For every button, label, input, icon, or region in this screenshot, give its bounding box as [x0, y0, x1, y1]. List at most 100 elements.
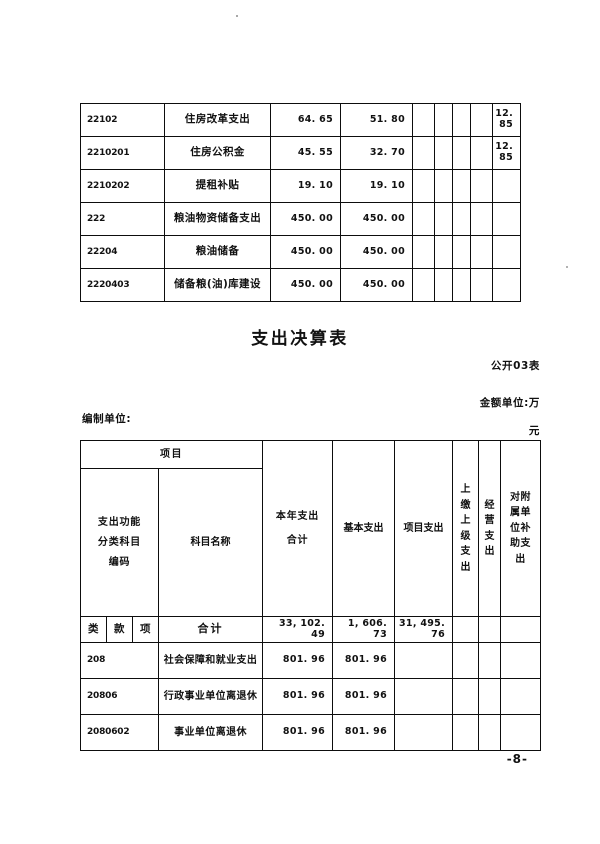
- cell-col5: [434, 103, 453, 137]
- header-remit-char-5: 支: [460, 546, 471, 557]
- cell-remit-upper: [452, 642, 479, 679]
- table-row: 2220403 储备粮(油)库建设 450. 00 450. 00: [80, 268, 521, 302]
- table-row: 222 粮油物资储备支出 450. 00 450. 00: [80, 202, 521, 236]
- cell-total-operating: [478, 616, 501, 643]
- header-subject-name: 科目名称: [158, 468, 263, 617]
- header-remit-char-6: 出: [460, 561, 471, 573]
- cell-basic: 450. 00: [340, 235, 413, 269]
- page-title: 支出决算表: [251, 329, 349, 349]
- cell-code: 2210201: [80, 136, 165, 170]
- cell-operating: [478, 678, 501, 715]
- header-current-year-total: 本年支出 合计: [262, 440, 333, 617]
- cell-last: [492, 169, 521, 203]
- cell-remit-upper: [452, 678, 479, 715]
- cell-code: 22204: [80, 235, 165, 269]
- cell-basic: 801. 96: [332, 714, 395, 751]
- cell-basic: 32. 70: [340, 136, 413, 170]
- cell-code: 2220403: [80, 268, 165, 302]
- header-basic-expenditure: 基本支出: [332, 440, 395, 617]
- compiler-unit-label: 编制单位:: [82, 413, 132, 425]
- header-remit-char-3: 上: [460, 515, 471, 526]
- cell-project: [412, 235, 435, 269]
- cell-code: 208: [80, 642, 159, 679]
- cell-code: 2080602: [80, 714, 159, 751]
- cell-operating: [478, 714, 501, 751]
- header-remit-char-4: 级: [460, 530, 471, 542]
- cell-project: [412, 169, 435, 203]
- cell-project: [412, 202, 435, 236]
- cell-basic: 801. 96: [332, 678, 395, 715]
- header-expenditure-function-code: 支出功能 分类科目 编码: [80, 468, 159, 617]
- scan-artifact-speck: [566, 266, 568, 268]
- cell-basic: 801. 96: [332, 642, 395, 679]
- cell-operating: [478, 642, 501, 679]
- header-group-project: 项目: [80, 440, 263, 469]
- cell-col6: [452, 103, 471, 137]
- page-number: -8-: [506, 752, 528, 766]
- table-row: 22102 住房改革支出 64. 65 51. 80 12. 85: [80, 103, 521, 137]
- cell-basic: 450. 00: [340, 268, 413, 302]
- cell-col7: [470, 202, 493, 236]
- cell-current-year-total: 64. 65: [270, 103, 341, 137]
- header-subsidy-line-5: 出: [515, 553, 526, 565]
- header-operating-expenditure: 经 营 支 出: [478, 440, 501, 617]
- cell-col5: [434, 202, 453, 236]
- header-subsidy-line-4: 助支: [510, 538, 531, 550]
- cell-last: 12. 85: [492, 136, 521, 170]
- cell-code: 2210202: [80, 169, 165, 203]
- cell-col7: [470, 136, 493, 170]
- table-row: 208 社会保障和就业支出 801. 96 801. 96: [80, 642, 541, 679]
- header-operating-char-3: 支: [484, 530, 495, 542]
- cell-subsidy: [500, 714, 541, 751]
- cell-code: 20806: [80, 678, 159, 715]
- expenditure-final-accounts-table: 项目 本年支出 合计 基本支出 项目支出 上 缴 上 级 支: [80, 440, 541, 751]
- cell-current-year-total: 801. 96: [262, 678, 333, 715]
- header-subsidy-line-2: 属单: [510, 507, 531, 519]
- header-sub-lei: 类: [80, 616, 107, 643]
- cell-last: [492, 202, 521, 236]
- cell-total-subsidy: [500, 616, 541, 643]
- cell-total-remit-upper: [452, 616, 479, 643]
- cell-name: 储备粮(油)库建设: [164, 268, 271, 302]
- cell-total-name: 合计: [158, 616, 263, 643]
- cell-project: [394, 678, 453, 715]
- table-row: 2210202 提租补贴 19. 10 19. 10: [80, 169, 521, 203]
- cell-project: [394, 714, 453, 751]
- cell-name: 行政事业单位离退休: [158, 678, 263, 715]
- header-subsidy-line-3: 位补: [510, 522, 531, 534]
- cell-current-year-total: 450. 00: [270, 235, 341, 269]
- header-operating-char-4: 出: [484, 546, 495, 557]
- cell-name: 粮油储备: [164, 235, 271, 269]
- table-header-detail-row: 支出功能 分类科目 编码 科目名称: [80, 468, 541, 617]
- cell-last: 12. 85: [492, 103, 521, 137]
- cell-current-year-total: 801. 96: [262, 642, 333, 679]
- header-current-year-line1: 本年支出: [275, 510, 320, 522]
- cell-current-year-total: 450. 00: [270, 268, 341, 302]
- table-row: 2210201 住房公积金 45. 55 32. 70 12. 85: [80, 136, 521, 170]
- scan-artifact-speck: [236, 15, 238, 17]
- cell-col6: [452, 202, 471, 236]
- header-code-line3: 编码: [108, 557, 131, 569]
- cell-current-year-total: 45. 55: [270, 136, 341, 170]
- cell-last: [492, 235, 521, 269]
- amount-unit-label: 金额单位:万: [479, 397, 540, 409]
- header-sub-kuan: 款: [106, 616, 133, 643]
- header-subsidy-line-1: 对附: [510, 491, 531, 503]
- cell-current-year-total: 450. 00: [270, 202, 341, 236]
- header-project-expenditure: 项目支出: [394, 440, 453, 617]
- cell-total-project: 31, 495. 76: [394, 616, 453, 643]
- header-remit-char-1: 上: [460, 484, 471, 495]
- cell-name: 住房公积金: [164, 136, 271, 170]
- cell-remit-upper: [452, 714, 479, 751]
- cell-basic: 19. 10: [340, 169, 413, 203]
- table-subheader-row: 类 款 项 合计 33, 102. 49 1, 606. 73 31, 495.…: [80, 616, 541, 643]
- header-code-line1: 支出功能: [97, 516, 142, 528]
- continuation-expenditure-table: 22102 住房改革支出 64. 65 51. 80 12. 85 221020…: [80, 103, 521, 302]
- table-row: 20806 行政事业单位离退休 801. 96 801. 96: [80, 678, 541, 715]
- table-row: 22204 粮油储备 450. 00 450. 00: [80, 235, 521, 269]
- header-operating-char-2: 营: [484, 515, 495, 526]
- cell-subsidy: [500, 642, 541, 679]
- cell-col6: [452, 136, 471, 170]
- cell-col6: [452, 169, 471, 203]
